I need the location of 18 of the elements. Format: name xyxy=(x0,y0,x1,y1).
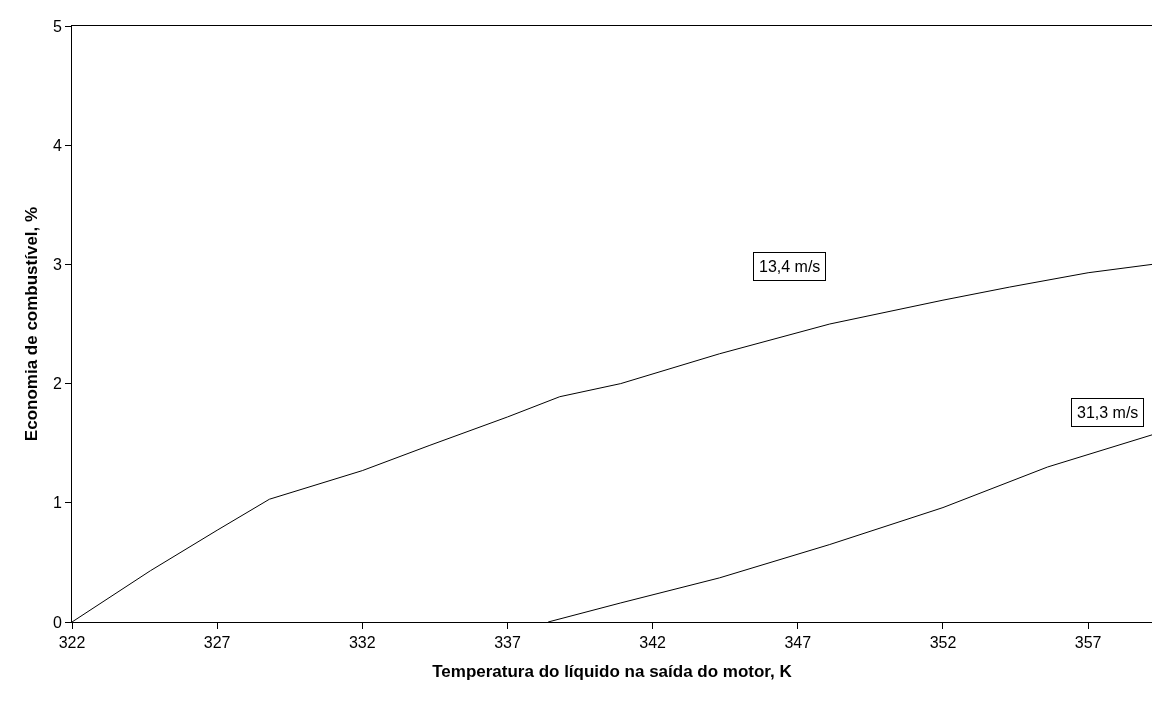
y-axis-title: Economia de combustível, % xyxy=(22,206,42,442)
x-axis-title: Temperatura do líquido na saída do motor, K xyxy=(432,661,793,681)
text: 13,4 m/s xyxy=(759,258,821,275)
x-tick-label: 322 xyxy=(58,634,86,652)
x-tick-label: 342 xyxy=(639,634,667,652)
y-tick-label: 3 xyxy=(52,256,62,273)
x-tick-label: 337 xyxy=(494,634,521,652)
series-label: 31,3 m/s xyxy=(1077,404,1139,421)
y-tick-label: 2 xyxy=(52,375,62,393)
x-tick-label: 332 xyxy=(348,634,376,652)
x-tick-label: 347 xyxy=(784,634,812,652)
y-tick-label: 5 xyxy=(52,17,62,35)
y-tick-label: 0 xyxy=(52,613,62,631)
x-tick-label: 327 xyxy=(203,634,231,652)
y-tick-label: 4 xyxy=(52,136,62,154)
y-tick-label: 1 xyxy=(52,494,62,512)
x-tick-label: 352 xyxy=(929,634,957,652)
x-tick-label: 357 xyxy=(1074,634,1102,652)
